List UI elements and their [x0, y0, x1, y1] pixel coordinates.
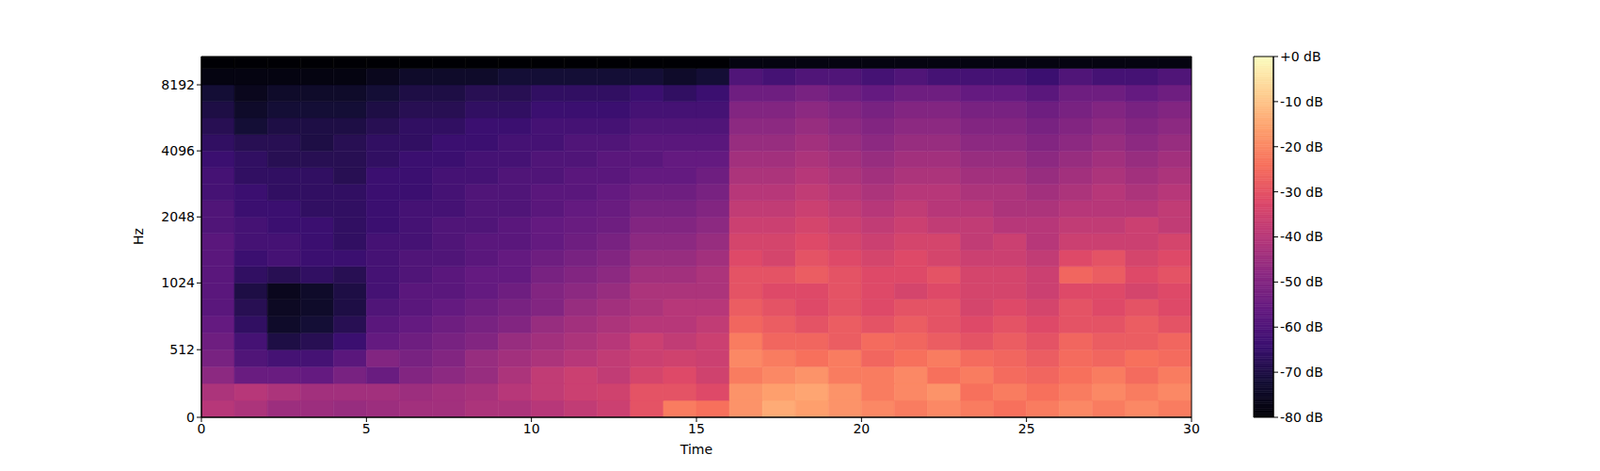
svg-text:2048: 2048	[160, 208, 195, 224]
svg-text:Time: Time	[679, 441, 713, 457]
svg-text:-70 dB: -70 dB	[1280, 364, 1324, 380]
svg-text:Hz: Hz	[130, 227, 146, 245]
svg-text:10: 10	[523, 420, 541, 436]
svg-text:8192: 8192	[160, 77, 195, 93]
svg-text:25: 25	[1018, 420, 1036, 436]
svg-text:30: 30	[1183, 420, 1200, 436]
svg-text:0: 0	[197, 420, 207, 436]
svg-text:-80 dB: -80 dB	[1280, 409, 1324, 425]
svg-text:-40 dB: -40 dB	[1280, 228, 1324, 244]
svg-text:-50 dB: -50 dB	[1280, 273, 1324, 289]
svg-text:512: 512	[169, 341, 195, 357]
svg-text:-20 dB: -20 dB	[1280, 139, 1324, 155]
svg-text:20: 20	[852, 420, 870, 436]
svg-text:4096: 4096	[160, 143, 195, 159]
svg-text:-30 dB: -30 dB	[1280, 184, 1324, 200]
svg-text:-60 dB: -60 dB	[1280, 319, 1324, 335]
svg-text:0: 0	[186, 409, 195, 425]
svg-text:15: 15	[688, 420, 705, 436]
svg-text:1024: 1024	[160, 274, 195, 290]
svg-text:+0 dB: +0 dB	[1280, 48, 1322, 64]
svg-text:-10 dB: -10 dB	[1280, 94, 1324, 110]
svg-text:5: 5	[362, 420, 371, 436]
